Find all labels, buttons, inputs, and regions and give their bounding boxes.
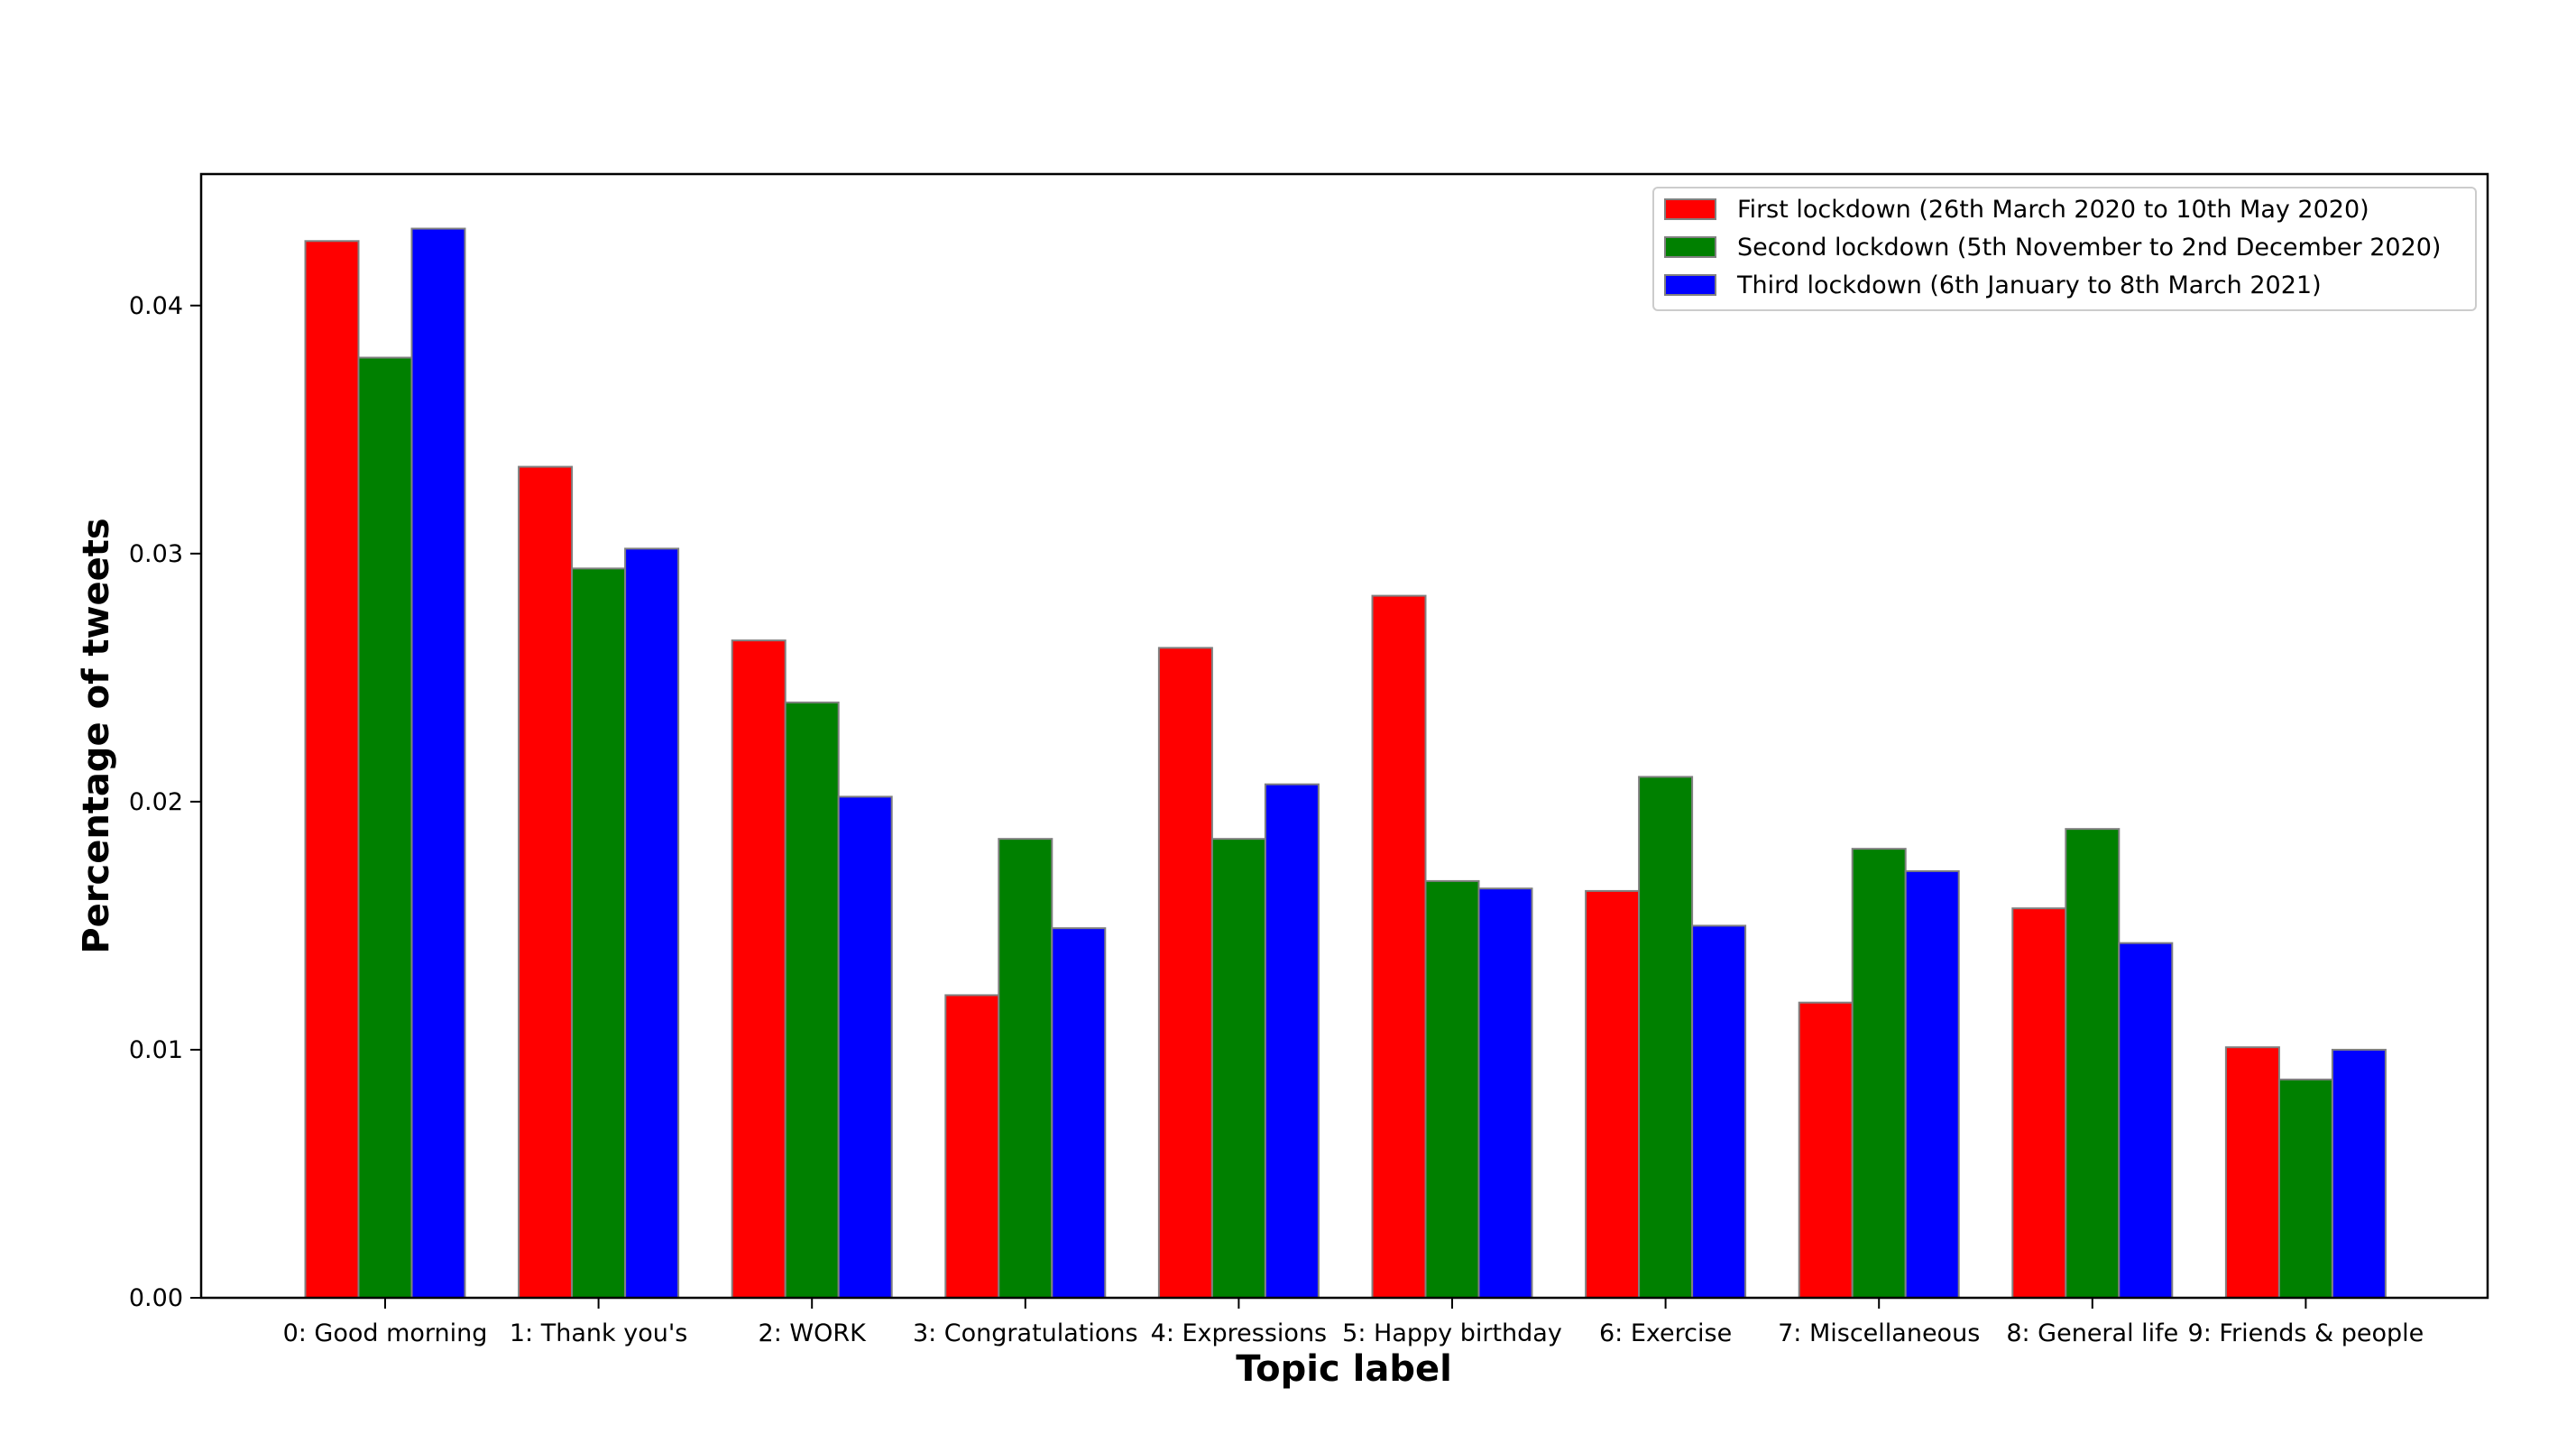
bar-series3-cat6 [1691, 924, 1747, 1300]
bar-series1-cat4 [1157, 647, 1213, 1299]
bar-series1-cat5 [1371, 594, 1427, 1299]
legend-swatch [1664, 236, 1716, 258]
x-axis: 0: Good morning 1: Thank you's 2: WORK 3: C… [283, 1298, 2424, 1347]
bar-series1-cat7 [1798, 1001, 1854, 1299]
bar-series3-cat0 [410, 227, 466, 1300]
bar-series3-cat7 [1904, 869, 1960, 1299]
bar-series1-cat8 [2011, 907, 2067, 1299]
legend-label: Second lockdown (5th November to 2nd Dec… [1737, 234, 2441, 262]
bar-series2-cat0 [357, 356, 413, 1299]
bar-series1-cat2 [731, 639, 787, 1299]
legend-label: First lockdown (26th March 2020 to 10th … [1737, 196, 2369, 224]
bar-series2-cat1 [571, 567, 627, 1299]
y-tick-label: 0.02 [129, 788, 183, 816]
bar-series3-cat5 [1477, 887, 1533, 1299]
legend-frame [1652, 187, 2477, 311]
bar-series2-cat2 [784, 701, 840, 1299]
bars-group [304, 227, 2387, 1300]
x-tick-label: 2: WORK [759, 1319, 868, 1347]
bar-series3-cat9 [2331, 1048, 2387, 1299]
legend-swatch [1664, 198, 1716, 220]
bar-series2-cat3 [998, 838, 1053, 1299]
bar-series2-cat8 [2065, 828, 2121, 1299]
y-tick-label: 0.00 [129, 1284, 183, 1312]
bar-series3-cat4 [1264, 783, 1320, 1299]
bar-series3-cat8 [2118, 942, 2174, 1300]
x-tick-label: 9: Friends & people [2188, 1319, 2424, 1347]
x-tick-label: 3: Congratulations [913, 1319, 1138, 1347]
bar-series3-cat2 [837, 795, 893, 1299]
x-tick-label: 6: Exercise [1599, 1319, 1732, 1347]
bar-series1-cat1 [518, 465, 574, 1299]
x-tick-label: 1: Thank you's [510, 1319, 687, 1347]
x-tick-label: 4: Expressions [1151, 1319, 1328, 1347]
x-tick-label: 8: General life [2006, 1319, 2178, 1347]
x-tick-label: 7: Miscellaneous [1778, 1319, 1980, 1347]
x-axis-title: Topic label [1236, 1348, 1452, 1390]
x-tick-label: 0: Good morning [283, 1319, 488, 1347]
bar-series2-cat7 [1851, 848, 1907, 1299]
y-tick-label: 0.03 [129, 540, 183, 568]
y-tick-label: 0.04 [129, 292, 183, 320]
bar-series2-cat9 [2277, 1078, 2333, 1299]
bar-series1-cat0 [304, 240, 360, 1299]
bar-series1-cat9 [2224, 1046, 2280, 1299]
y-axis: 0.00 0.01 0.02 0.03 0.04 [129, 292, 201, 1312]
bar-series2-cat4 [1210, 838, 1266, 1299]
x-tick-label: 5: Happy birthday [1342, 1319, 1562, 1347]
legend-swatch [1664, 274, 1716, 296]
legend: First lockdown (26th March 2020 to 10th … [1652, 187, 2477, 311]
bar-series2-cat5 [1424, 879, 1480, 1299]
bar-series3-cat1 [624, 547, 680, 1299]
plot-frame [199, 172, 2489, 1300]
y-axis-title: Percentage of tweets [76, 518, 117, 953]
y-tick-label: 0.01 [129, 1036, 183, 1064]
bar-series1-cat3 [944, 994, 1000, 1299]
legend-label: Third lockdown (6th January to 8th March… [1736, 271, 2322, 299]
bar-series3-cat3 [1051, 927, 1107, 1299]
bar-series1-cat6 [1585, 889, 1641, 1299]
bar-series2-cat6 [1638, 776, 1694, 1299]
